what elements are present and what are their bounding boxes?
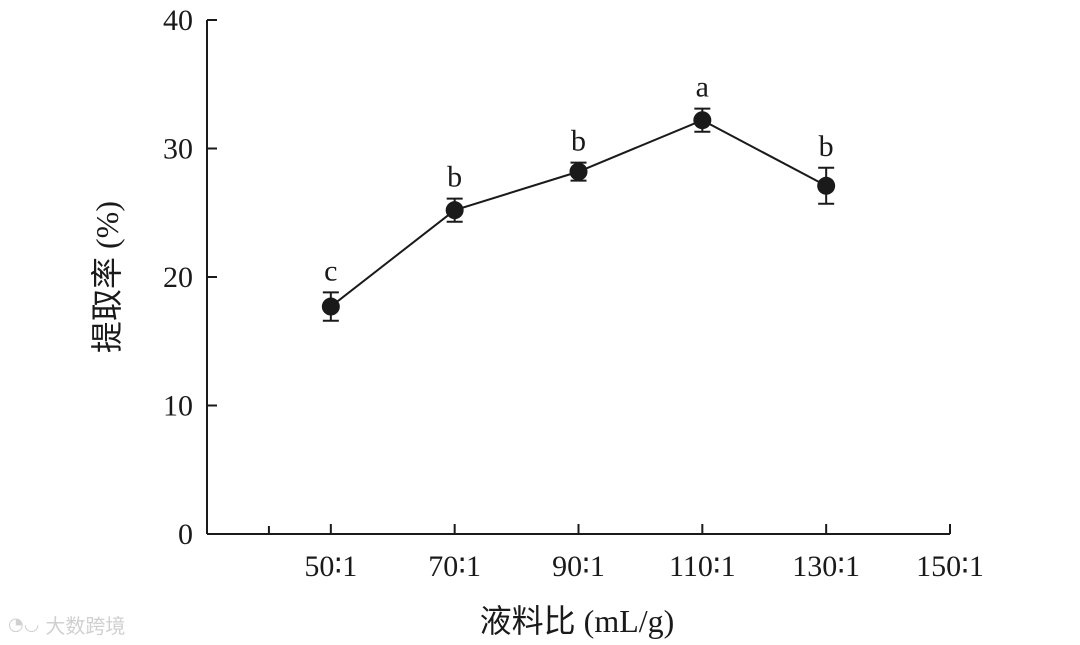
data-point-4 bbox=[817, 176, 836, 195]
x-tick-label-0: 50∶1 bbox=[304, 550, 357, 583]
data-point-3 bbox=[693, 111, 712, 130]
x-tick-label-5: 150∶1 bbox=[916, 550, 984, 583]
y-tick-label-0: 0 bbox=[178, 518, 193, 551]
data-point-2 bbox=[569, 162, 588, 181]
significance-label-1: b bbox=[447, 161, 462, 194]
y-tick-label-20: 20 bbox=[163, 261, 193, 294]
y-tick-label-30: 30 bbox=[163, 133, 193, 166]
significance-label-0: c bbox=[324, 254, 337, 287]
x-axis-title: 液料比 (mL/g) bbox=[480, 603, 675, 639]
significance-label-2: b bbox=[571, 125, 586, 158]
axes bbox=[206, 20, 950, 535]
y-ticks: 0 10 20 30 40 bbox=[163, 4, 217, 551]
y-tick-label-10: 10 bbox=[163, 390, 193, 423]
significance-label-4: b bbox=[819, 130, 834, 163]
data-point-0 bbox=[321, 297, 340, 316]
x-tick-label-2: 90∶1 bbox=[552, 550, 605, 583]
watermark: ◔◡ 大数跨境 bbox=[8, 610, 125, 639]
x-tick-label-3: 110∶1 bbox=[669, 550, 736, 583]
y-axis-title: 提取率 (%) bbox=[89, 201, 125, 353]
x-tick-label-1: 70∶1 bbox=[428, 550, 481, 583]
data-point-1 bbox=[445, 201, 464, 220]
y-tick-label-40: 40 bbox=[163, 4, 193, 37]
significance-label-3: a bbox=[696, 71, 709, 104]
series: c b b a b bbox=[321, 71, 836, 322]
x-tick-label-4: 130∶1 bbox=[792, 550, 860, 583]
watermark-text: 大数跨境 bbox=[45, 614, 126, 638]
chat-bubble-icon: ◔◡ bbox=[8, 614, 40, 635]
x-ticks: 50∶1 70∶1 90∶1 110∶1 130∶1 150∶1 bbox=[267, 524, 984, 583]
